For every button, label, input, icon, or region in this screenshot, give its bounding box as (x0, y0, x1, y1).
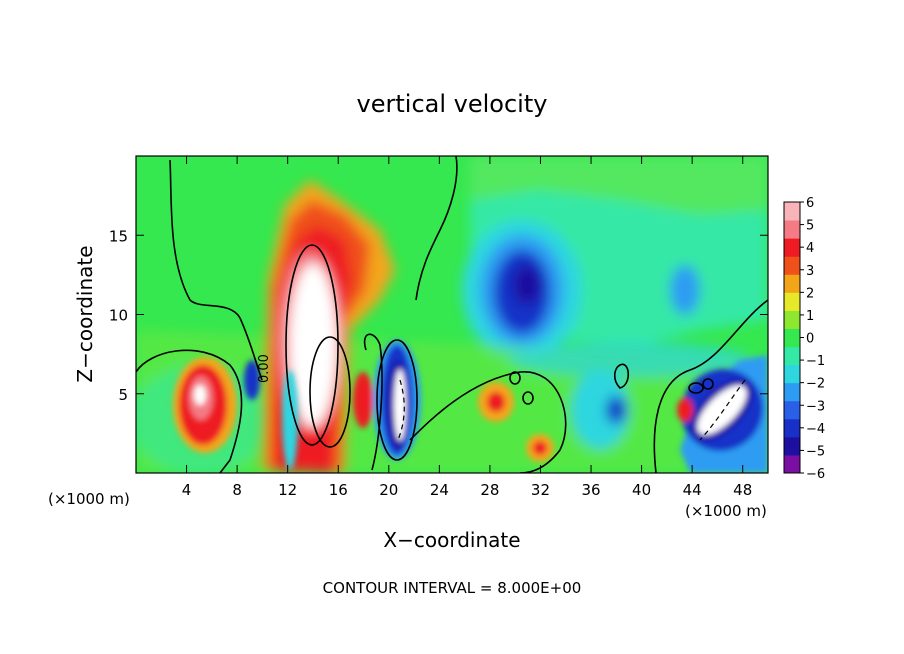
x-axis-label: X−coordinate (383, 528, 520, 552)
colorbar-label: 0 (806, 332, 814, 347)
colorbar-label: −6 (806, 467, 825, 482)
x-tick-label: 40 (632, 481, 651, 499)
x-tick-label: 32 (531, 481, 550, 499)
colorbar-label: 5 (806, 219, 814, 234)
x-axis-ticks: 4 8 12 16 20 24 28 32 36 40 44 48 (182, 156, 752, 499)
x-tick-label: 28 (480, 481, 499, 499)
colorbar-swatch (784, 382, 800, 402)
colorbar-swatch (784, 256, 800, 275)
y-axis-label: Z−coordinate (73, 245, 97, 382)
colorbar-label: 3 (806, 264, 814, 279)
colorbar: 6 5 4 3 2 1 0 −1 −2 −3 −4 −5 −6 (783, 196, 825, 482)
chart-title: vertical velocity (357, 90, 548, 118)
y-tick-label: 5 (118, 386, 128, 404)
colorbar-swatch (784, 202, 800, 221)
colorbar-swatch (784, 310, 800, 329)
y-tick-label: 10 (109, 307, 128, 325)
colorbar-swatch (784, 292, 800, 311)
x-tick-label: 48 (733, 481, 752, 499)
x-tick-label: 20 (379, 481, 398, 499)
colorbar-swatch (784, 238, 800, 257)
colorbar-label: 2 (806, 286, 814, 301)
contour-interval-note: CONTOUR INTERVAL = 8.000E+00 (323, 579, 582, 597)
colorbar-label: −4 (806, 422, 825, 437)
x-tick-label: 8 (232, 481, 242, 499)
colorbar-swatch (784, 328, 800, 348)
y-tick-label: 15 (109, 227, 128, 245)
colorbar-swatch (784, 418, 800, 438)
colorbar-label: −3 (806, 399, 825, 414)
colorbar-label: 6 (806, 196, 814, 211)
colorbar-swatch (784, 274, 800, 293)
x-tick-label: 24 (430, 481, 449, 499)
colorbar-swatch (784, 220, 800, 239)
x-tick-label: 16 (329, 481, 348, 499)
colorbar-swatch (784, 364, 800, 384)
x-tick-label: 12 (278, 481, 297, 499)
x-tick-label: 44 (683, 481, 702, 499)
contour-label: 0.00 (257, 354, 272, 383)
colorbar-label: −5 (806, 444, 825, 459)
x-axis-unit-left: (×1000 m) (48, 490, 130, 508)
y-axis-ticks: 5 10 15 (109, 227, 768, 404)
x-tick-label: 36 (581, 481, 600, 499)
colorbar-label: 1 (806, 309, 814, 324)
colorbar-label: −2 (806, 377, 825, 392)
colorbar-label: 4 (806, 241, 814, 256)
velocity-field (136, 156, 768, 473)
colorbar-swatch (784, 400, 800, 420)
colorbar-swatch (784, 454, 800, 474)
x-axis-unit-right: (×1000 m) (685, 502, 767, 520)
x-tick-label: 4 (182, 481, 192, 499)
colorbar-swatch (784, 346, 800, 366)
colorbar-label: −1 (806, 354, 825, 369)
colorbar-swatch (784, 436, 800, 456)
